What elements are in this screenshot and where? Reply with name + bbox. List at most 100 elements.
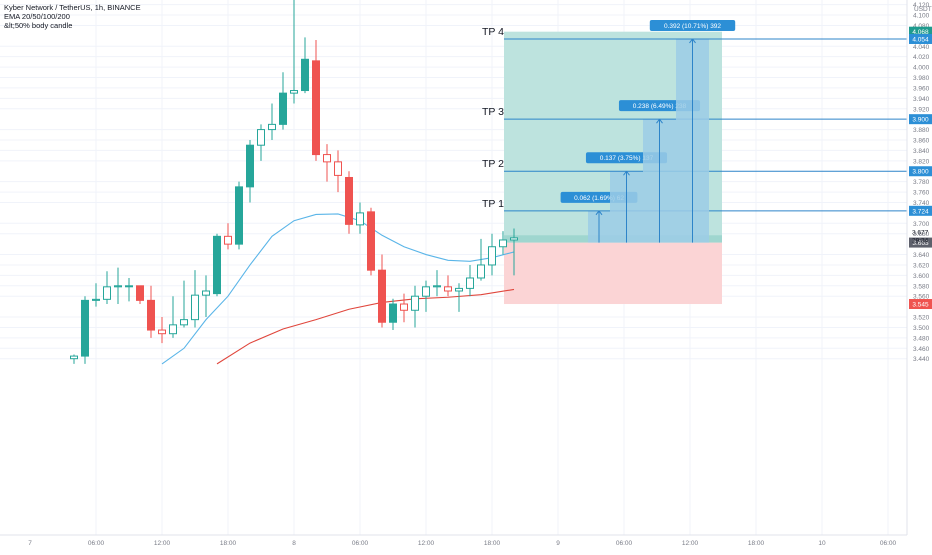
price-tick: 3.740 [913, 200, 930, 207]
time-tick: 10 [818, 540, 826, 547]
time-tick: 06:00 [352, 540, 369, 547]
candle[interactable] [499, 239, 507, 248]
candle[interactable] [224, 235, 232, 245]
time-tick: 18:00 [220, 540, 237, 547]
price-tick: 3.700 [913, 221, 930, 228]
candle-countdown: 29:34 [912, 237, 929, 244]
candle[interactable] [422, 286, 430, 297]
candle[interactable] [147, 299, 155, 331]
candle[interactable] [136, 285, 144, 301]
candle[interactable] [411, 295, 419, 311]
price-tick: 3.600 [913, 273, 930, 280]
candle[interactable] [202, 290, 210, 296]
candle[interactable] [191, 294, 199, 321]
tp-stat-label: 0.137 (3.75%) 137 [600, 155, 654, 162]
candle[interactable] [103, 286, 111, 300]
price-tick: 3.960 [913, 85, 930, 92]
candle[interactable] [169, 324, 177, 335]
candle[interactable] [125, 285, 133, 288]
tp-arrow-left [595, 210, 600, 216]
ema-slow-line[interactable] [216, 288, 515, 365]
stop-loss-zone[interactable] [504, 242, 722, 305]
tp-arrow-right [626, 170, 630, 176]
price-label: 4.068 [912, 29, 929, 36]
candle[interactable] [378, 269, 386, 323]
candle[interactable] [114, 285, 122, 288]
candle[interactable] [301, 58, 309, 92]
time-tick: 7 [28, 540, 32, 547]
candle[interactable] [367, 211, 375, 271]
candle[interactable] [290, 90, 298, 94]
tp-stat-label: 0.238 (6.49%) 238 [633, 103, 687, 110]
candle[interactable] [466, 277, 474, 289]
candle[interactable] [323, 154, 331, 163]
tp-arrow-left [656, 118, 660, 124]
price-tick: 3.640 [913, 252, 930, 259]
candle[interactable] [477, 264, 485, 279]
price-tick: 3.440 [913, 356, 930, 363]
candle[interactable] [444, 286, 452, 292]
plot-area[interactable] [0, 0, 907, 535]
price-tick: 3.880 [913, 127, 930, 134]
price-tick: 3.500 [913, 325, 930, 332]
body-candle-indicator-label[interactable]: &lt;50% body candle [4, 21, 73, 30]
candle[interactable] [246, 144, 254, 188]
price-tick: 4.120 [913, 2, 930, 9]
tp-label: TP 2 [482, 158, 504, 170]
price-tick: 3.980 [913, 75, 930, 82]
candle[interactable] [488, 246, 496, 266]
price-tick: 3.620 [913, 262, 930, 269]
candle[interactable] [345, 176, 353, 225]
tp-label: TP 4 [482, 26, 504, 38]
candle[interactable] [279, 92, 287, 125]
price-tick: 4.100 [913, 13, 930, 20]
candle[interactable] [455, 287, 463, 292]
candle[interactable] [389, 303, 397, 323]
time-tick: 06:00 [88, 540, 105, 547]
candle[interactable] [257, 129, 265, 146]
candle[interactable] [70, 355, 78, 360]
time-tick: 06:00 [616, 540, 633, 547]
price-tick: 3.760 [913, 190, 930, 197]
price-tick: 3.580 [913, 283, 930, 290]
time-tick: 9 [556, 540, 560, 547]
candle[interactable] [235, 186, 243, 245]
candle[interactable] [158, 329, 166, 335]
tp-arrow-left [623, 170, 627, 176]
symbol-title: Kyber Network / TetherUS, 1h, BINANCE [4, 3, 141, 12]
price-tick: 4.000 [913, 65, 930, 72]
price-tick: 3.460 [913, 346, 930, 353]
price-label-box [909, 299, 932, 310]
price-label-box [909, 237, 932, 248]
price-tick: 3.940 [913, 96, 930, 103]
price-label: 3.900 [912, 117, 929, 124]
ema-indicator-label[interactable]: EMA 20/50/100/200 [4, 12, 70, 21]
price-label: 4.054 [912, 36, 929, 43]
candle[interactable] [213, 235, 221, 295]
candle[interactable] [356, 212, 364, 226]
price-tick: 3.820 [913, 158, 930, 165]
price-label-box [909, 33, 932, 44]
candle[interactable] [334, 161, 342, 176]
tp-arrow-right [659, 118, 663, 124]
tp-label: TP 3 [482, 106, 504, 118]
price-tick: 3.680 [913, 231, 930, 238]
time-tick: 12:00 [682, 540, 699, 547]
currency-label: USDT [914, 6, 932, 13]
candle[interactable] [400, 303, 408, 311]
time-tick: 06:00 [880, 540, 897, 547]
candle[interactable] [510, 237, 518, 241]
ema-fast-line[interactable] [161, 213, 515, 365]
candle[interactable] [433, 285, 441, 288]
price-tick: 4.080 [913, 23, 930, 30]
candle[interactable] [81, 299, 89, 357]
candle[interactable] [92, 298, 100, 301]
candle[interactable] [312, 60, 320, 156]
candle[interactable] [180, 319, 188, 326]
candle[interactable] [268, 123, 276, 131]
time-tick: 12:00 [418, 540, 435, 547]
tp-stat-box [649, 19, 736, 31]
price-label: 3.663 [912, 240, 929, 247]
